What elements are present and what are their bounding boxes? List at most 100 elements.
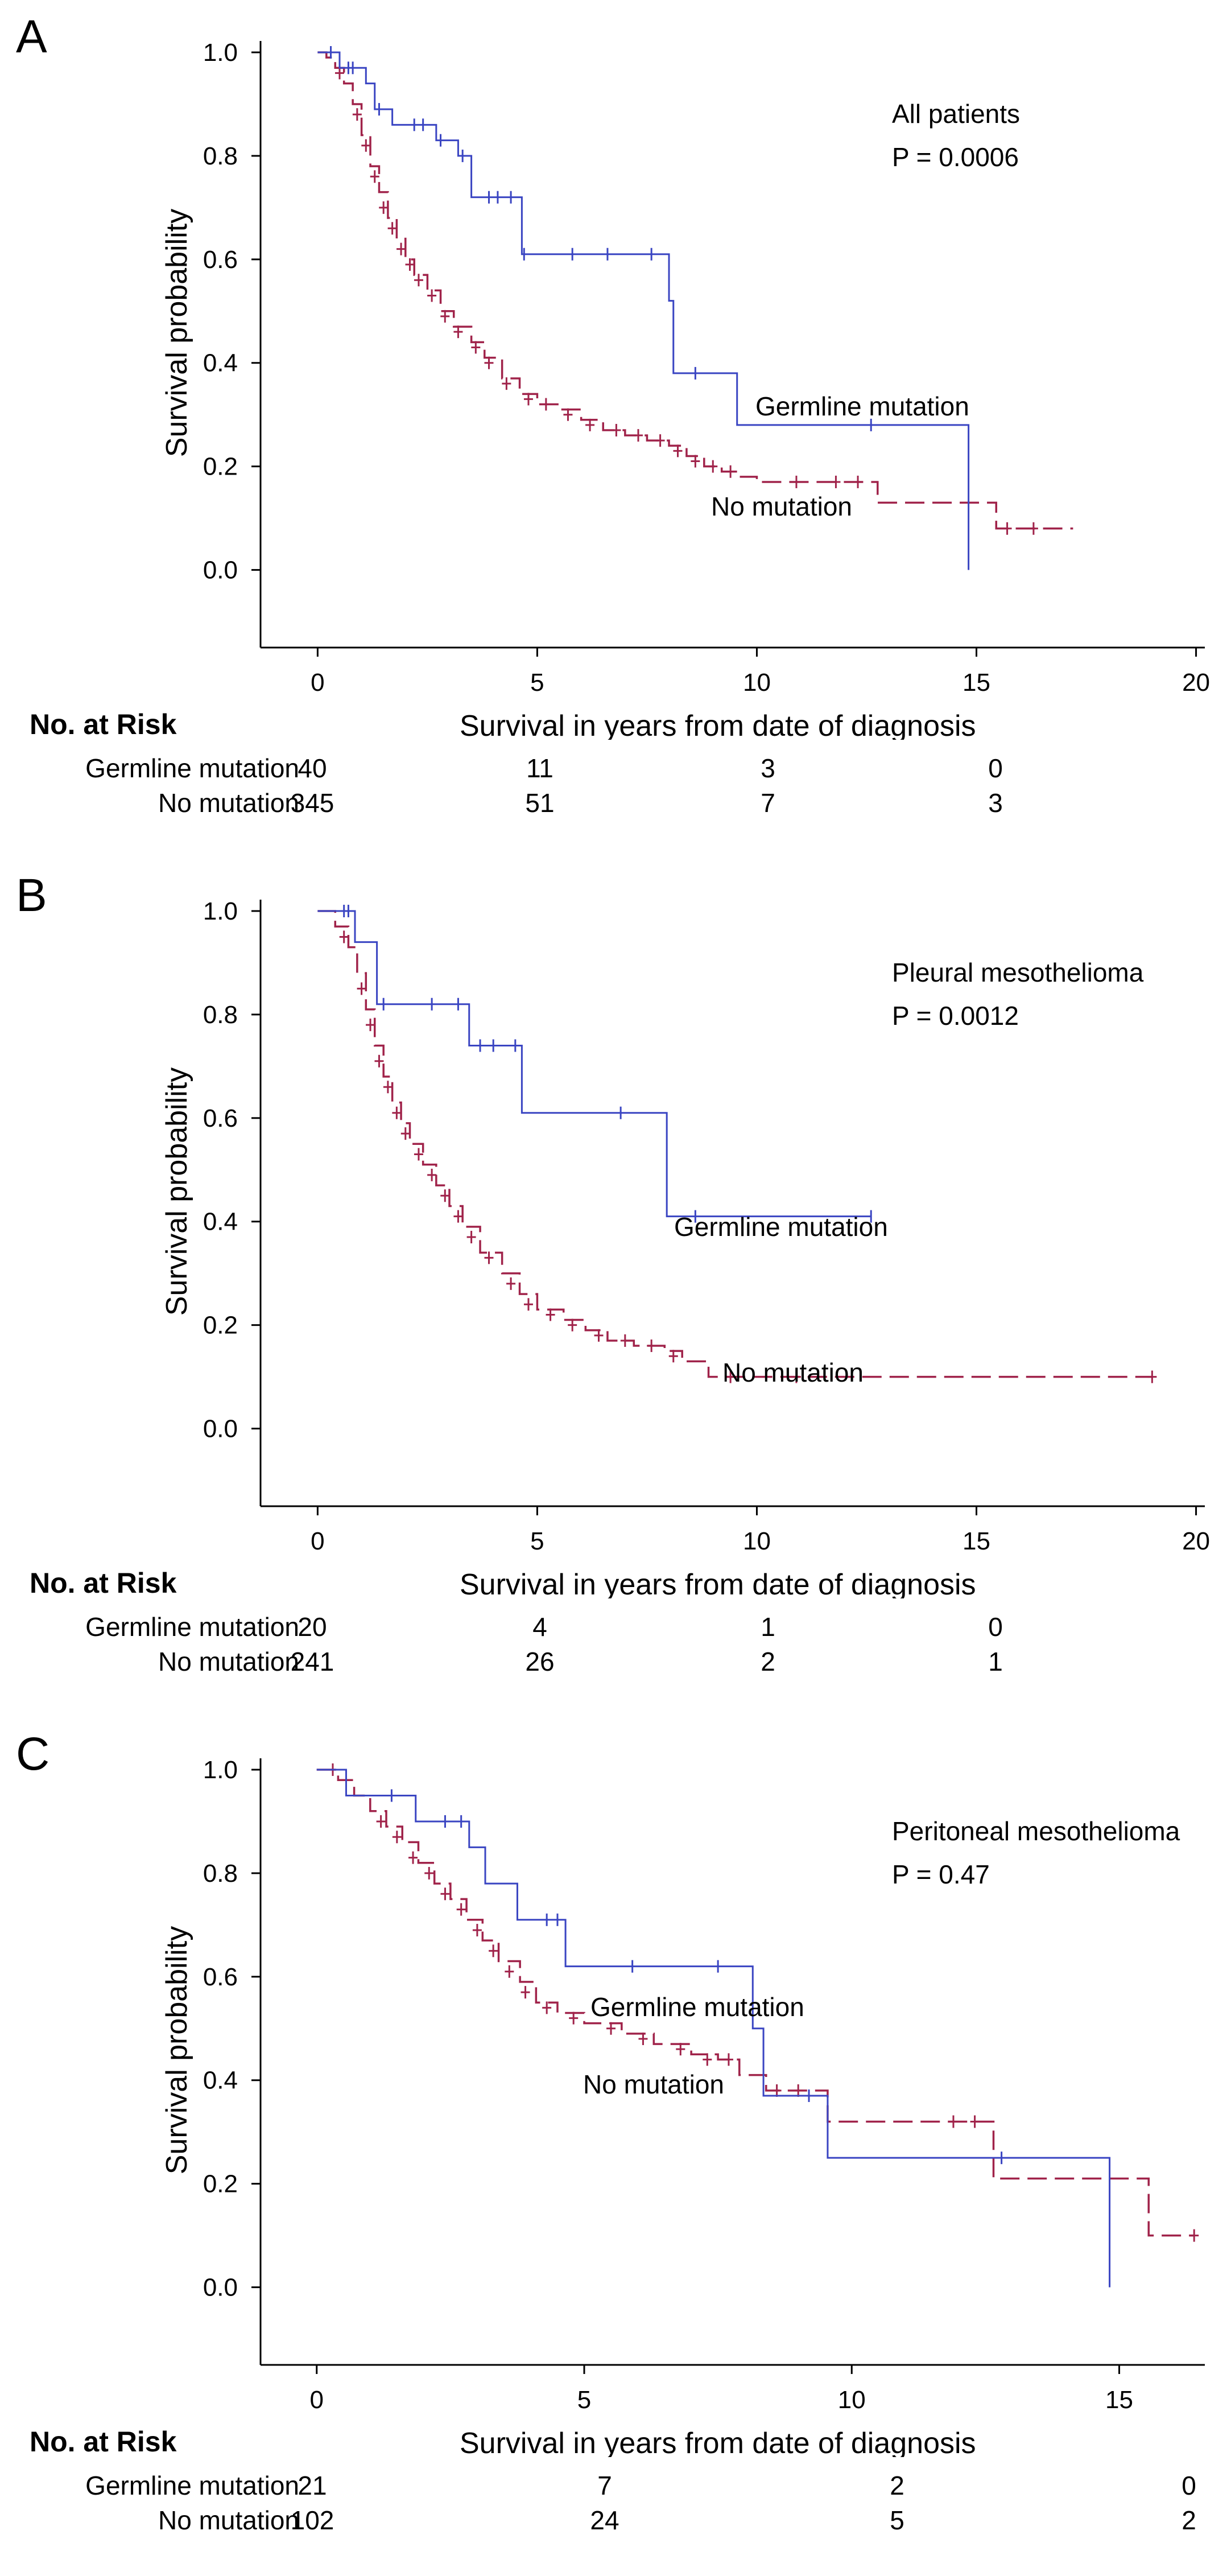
- y-axis-label: Survival probability: [160, 209, 193, 457]
- risk-count: 11: [526, 753, 553, 783]
- y-tick-label: 0.0: [203, 2274, 238, 2302]
- y-tick-label: 0.0: [203, 557, 238, 584]
- risk-count: 1: [761, 1612, 775, 1642]
- annotation-p-value: P = 0.47: [892, 1860, 990, 1889]
- y-tick-label: 0.4: [203, 349, 238, 377]
- y-tick-label: 0.8: [203, 142, 238, 170]
- risk-count: 26: [525, 1647, 555, 1676]
- no-mutation-curve-label: No mutation: [722, 1358, 864, 1387]
- x-tick-label: 15: [1105, 2386, 1133, 2414]
- risk-table-header: No. at Risk: [30, 1567, 177, 1599]
- y-tick-label: 0.4: [203, 1208, 238, 1236]
- risk-count: 0: [1182, 2471, 1196, 2500]
- x-tick-label: 5: [530, 1527, 544, 1555]
- x-tick-label: 20: [1182, 669, 1210, 696]
- risk-table: No. at Risk Germline mutation 20 4 1 0 N…: [0, 1567, 1231, 1676]
- y-tick-label: 0.6: [203, 1104, 238, 1132]
- y-axis-label: Survival probability: [160, 1068, 193, 1316]
- no-mutation-curve-label: No mutation: [583, 2070, 724, 2099]
- panel-letter: B: [16, 869, 47, 921]
- risk-count: 241: [290, 1647, 334, 1676]
- risk-count: 4: [532, 1612, 547, 1642]
- risk-count: 3: [761, 753, 775, 783]
- risk-table: No. at Risk Germline mutation 21 7 2 0 N…: [0, 2425, 1231, 2535]
- germline-survival-curve: [317, 910, 871, 1218]
- survival-plot: A 0.0 0.2 0.4 0.6 0.8 1.0 0 5 10 15 20 Survival pro…: [16, 11, 1210, 740]
- x-tick-label: 0: [311, 669, 324, 696]
- germline-curve-label: Germline mutation: [590, 1992, 804, 2022]
- x-axis-label: Survival in years from date of diagnosis: [460, 2427, 976, 2457]
- risk-count: 1: [988, 1647, 1003, 1676]
- risk-table: No. at Risk Germline mutation 40 11 3 0 …: [0, 708, 1231, 818]
- y-tick-label: 0.2: [203, 2170, 238, 2198]
- risk-count: 5: [890, 2505, 904, 2535]
- risk-row-label: Germline mutation: [85, 1612, 299, 1642]
- risk-count: 2: [890, 2471, 904, 2500]
- no-mutation-curve-label: No mutation: [711, 492, 852, 521]
- y-tick-label: 1.0: [203, 39, 238, 67]
- panel-all-patients: A 0.0 0.2 0.4 0.6 0.8 1.0 0 5 10 15 20 Survival pro…: [0, 0, 1231, 859]
- risk-count: 7: [761, 788, 775, 818]
- panel-letter: C: [16, 1728, 49, 1780]
- germline-survival-curve: [317, 51, 970, 570]
- annotation-p-value: P = 0.0012: [892, 1001, 1019, 1031]
- x-axis-label: Survival in years from date of diagnosis: [460, 710, 976, 740]
- risk-count: 24: [590, 2505, 619, 2535]
- risk-count: 0: [988, 1612, 1003, 1642]
- x-tick-label: 15: [963, 1527, 990, 1555]
- survival-plot: B 0.0 0.2 0.4 0.6 0.8 1.0 0 5 10 15 20 Survival pro…: [16, 869, 1210, 1598]
- risk-table-header: No. at Risk: [30, 708, 177, 740]
- germline-curve-label: Germline mutation: [674, 1212, 888, 1242]
- y-tick-label: 0.2: [203, 453, 238, 481]
- risk-row-label: Germline mutation: [85, 2471, 299, 2500]
- risk-count: 40: [298, 753, 327, 783]
- risk-count: 51: [525, 788, 555, 818]
- x-tick-label: 5: [577, 2386, 591, 2414]
- risk-row-label: No mutation: [158, 788, 299, 818]
- x-tick-label: 10: [743, 669, 771, 696]
- y-tick-label: 0.4: [203, 2067, 238, 2095]
- risk-row-label: No mutation: [158, 2505, 299, 2535]
- y-tick-label: 0.6: [203, 246, 238, 274]
- annotation-p-value: P = 0.0006: [892, 142, 1019, 172]
- risk-table-header: No. at Risk: [30, 2426, 177, 2458]
- germline-survival-curve: [316, 1769, 1111, 2288]
- risk-count: 2: [761, 1647, 775, 1676]
- y-tick-label: 1.0: [203, 897, 238, 925]
- x-tick-label: 10: [743, 1527, 771, 1555]
- panel-letter: A: [16, 11, 47, 63]
- no-mutation-survival-curve: [317, 51, 1073, 530]
- risk-count: 0: [988, 753, 1003, 783]
- y-axis-label: Survival probability: [160, 1926, 193, 2174]
- x-tick-label: 20: [1182, 1527, 1210, 1555]
- x-tick-label: 10: [838, 2386, 866, 2414]
- no-mutation-survival-curve: [316, 1769, 1195, 2237]
- y-tick-label: 0.6: [203, 1963, 238, 1991]
- x-axis-label: Survival in years from date of diagnosis: [460, 1568, 976, 1598]
- y-tick-label: 0.8: [203, 1001, 238, 1029]
- risk-count: 20: [298, 1612, 327, 1642]
- y-tick-label: 0.0: [203, 1415, 238, 1443]
- risk-count: 3: [988, 788, 1003, 818]
- x-tick-label: 0: [311, 1527, 324, 1555]
- risk-count: 2: [1182, 2505, 1196, 2535]
- annotation-title: Peritoneal mesothelioma: [892, 1816, 1180, 1846]
- panel-peritoneal: C 0.0 0.2 0.4 0.6 0.8 1.0 0 5 10 15 Survival proba…: [0, 1717, 1231, 2576]
- annotation-title: Pleural mesothelioma: [892, 958, 1144, 987]
- risk-count: 102: [290, 2505, 334, 2535]
- x-tick-label: 15: [963, 669, 990, 696]
- y-tick-label: 0.8: [203, 1860, 238, 1887]
- risk-count: 21: [298, 2471, 327, 2500]
- panel-pleural: B 0.0 0.2 0.4 0.6 0.8 1.0 0 5 10 15 20 Survival pro…: [0, 859, 1231, 1717]
- x-tick-label: 5: [530, 669, 544, 696]
- germline-curve-label: Germline mutation: [755, 391, 969, 421]
- risk-count: 345: [290, 788, 334, 818]
- y-tick-label: 0.2: [203, 1312, 238, 1339]
- y-tick-label: 1.0: [203, 1756, 238, 1784]
- x-tick-label: 0: [310, 2386, 324, 2414]
- risk-row-label: No mutation: [158, 1647, 299, 1676]
- risk-row-label: Germline mutation: [85, 753, 299, 783]
- survival-plot: C 0.0 0.2 0.4 0.6 0.8 1.0 0 5 10 15 Survival proba…: [16, 1728, 1205, 2457]
- annotation-title: All patients: [892, 99, 1020, 129]
- risk-count: 7: [597, 2471, 612, 2500]
